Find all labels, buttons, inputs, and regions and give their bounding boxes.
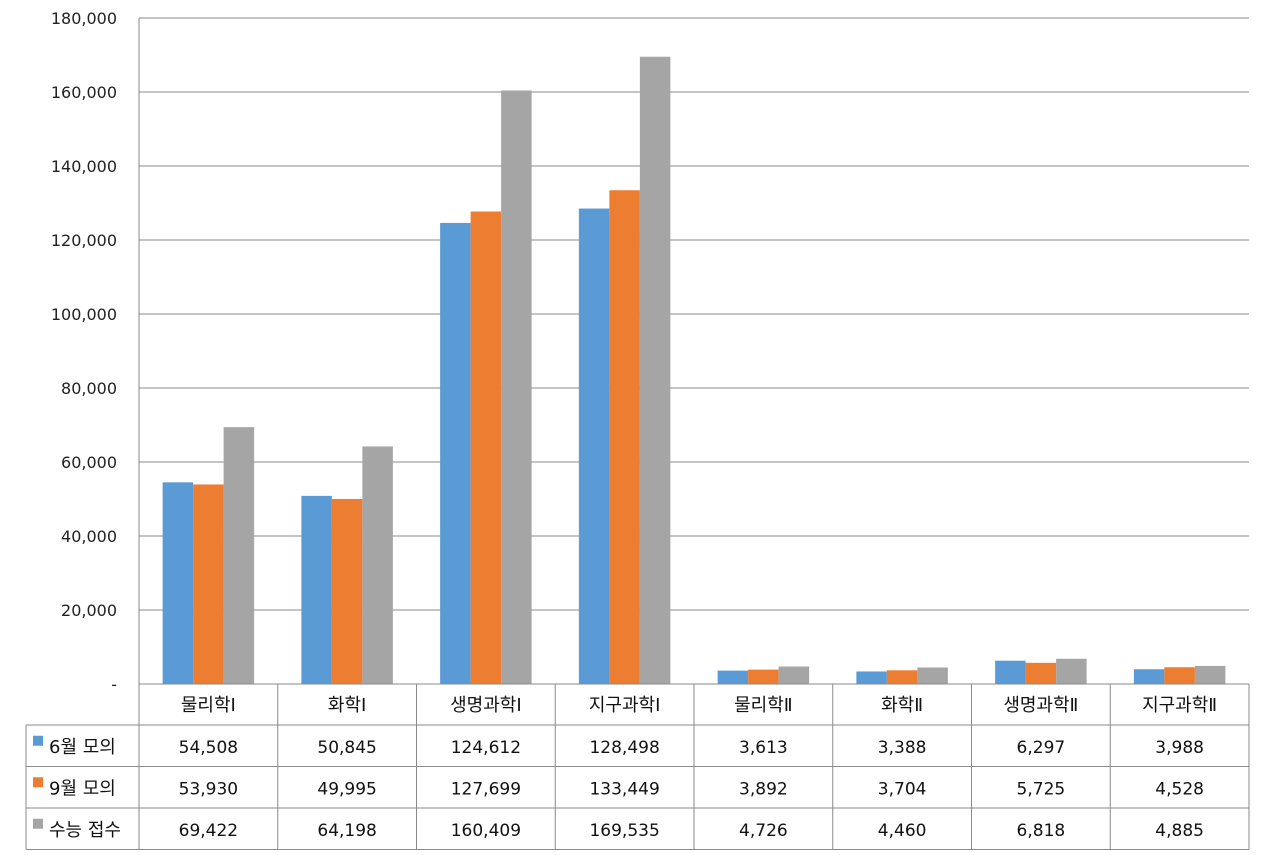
data-label: 6,297 (1017, 738, 1066, 758)
bar (748, 669, 779, 684)
category-label: 화학Ⅱ (881, 695, 923, 716)
data-label: 6,818 (1017, 821, 1066, 841)
data-label: 50,845 (317, 738, 376, 758)
bar (856, 671, 887, 684)
legend-label: 수능 접수 (49, 820, 121, 841)
bar (1194, 665, 1226, 684)
bar (717, 670, 749, 684)
data-label: 127,699 (451, 779, 521, 799)
y-tick-label: 20,000 (61, 601, 117, 620)
category-label: 화학Ⅰ (328, 695, 366, 716)
bar (995, 660, 1026, 684)
data-label: 4,726 (739, 821, 788, 841)
data-label: 3,892 (739, 779, 788, 799)
data-label: 53,930 (179, 779, 238, 799)
bar (501, 90, 532, 685)
bar (639, 56, 671, 684)
bar (223, 427, 255, 684)
data-table: 물리학Ⅰ 화학Ⅰ 생명과학Ⅰ 지구과학Ⅰ 물리학Ⅱ 화학Ⅱ 생명과학Ⅱ 지구과학Ⅱ 6월 모의 5… (25, 683, 1250, 850)
bar (917, 667, 948, 684)
bar (193, 484, 224, 684)
y-tick-label: 180,000 (51, 9, 117, 28)
bar (778, 666, 810, 684)
bar (609, 190, 640, 684)
data-label: 133,449 (589, 779, 659, 799)
data-label: 160,409 (451, 821, 521, 841)
bar (1056, 658, 1087, 684)
category-label: 생명과학Ⅱ (1003, 695, 1078, 716)
data-label: 124,612 (451, 738, 521, 758)
data-label: 4,460 (878, 821, 927, 841)
data-label: 54,508 (179, 738, 238, 758)
bar (470, 211, 502, 684)
data-label: 3,988 (1155, 738, 1204, 758)
data-label: 64,198 (317, 821, 376, 841)
y-tick-label: - (111, 675, 117, 694)
bar (1133, 669, 1165, 684)
bar (331, 499, 363, 684)
y-tick-label: 80,000 (61, 379, 117, 398)
y-tick-label: 160,000 (51, 83, 117, 102)
bars (162, 56, 1226, 685)
legend-label: 9월 모의 (49, 778, 116, 799)
data-label: 69,422 (179, 821, 238, 841)
category-label: 지구과학Ⅱ (1142, 695, 1217, 716)
bar (1025, 662, 1057, 684)
y-axis: - 20,000 40,000 60,000 80,000 100,000 120,000 1… (51, 9, 140, 694)
y-tick-label: 140,000 (51, 157, 117, 176)
bar (301, 495, 332, 684)
bar (886, 670, 918, 684)
category-label: 생명과학Ⅰ (450, 695, 522, 716)
legend-key (33, 818, 43, 829)
y-tick-label: 100,000 (51, 305, 117, 324)
data-label: 3,704 (878, 779, 927, 799)
bar (362, 446, 393, 684)
data-label: 3,388 (878, 738, 927, 758)
y-tick-label: 40,000 (61, 527, 117, 546)
legend-key (33, 735, 43, 746)
category-label: 지구과학Ⅰ (589, 695, 661, 716)
bar (1164, 667, 1195, 684)
bar (162, 482, 194, 684)
data-label: 4,885 (1155, 821, 1204, 841)
category-label: 물리학Ⅱ (734, 695, 793, 716)
y-tick-label: 60,000 (61, 453, 117, 472)
legend-key (33, 777, 43, 788)
category-label: 물리학Ⅰ (181, 695, 236, 716)
data-label: 3,613 (739, 738, 788, 758)
data-label: 169,535 (589, 821, 659, 841)
legend-label: 6월 모의 (49, 737, 116, 758)
bar (440, 222, 471, 684)
data-label: 128,498 (589, 738, 659, 758)
data-label: 5,725 (1017, 779, 1066, 799)
data-label: 4,528 (1155, 779, 1204, 799)
y-tick-label: 120,000 (51, 231, 117, 250)
data-label: 49,995 (317, 779, 376, 799)
bar (578, 208, 610, 684)
